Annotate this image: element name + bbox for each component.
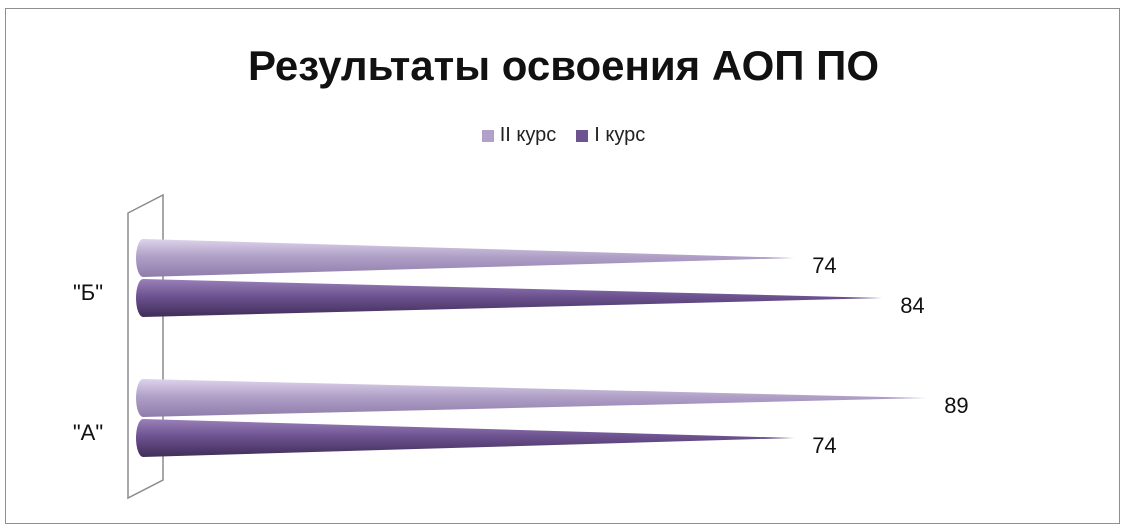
legend-swatch-series-1: [576, 129, 589, 142]
category-label-b: "Б": [73, 280, 103, 305]
value-label-b-series-1: 84: [900, 293, 924, 318]
legend-label-series-2: II курс: [499, 124, 557, 146]
category-label-a: "А": [73, 420, 103, 445]
legend: II курс I курс: [0, 124, 1127, 147]
bar-a-series-1: [136, 419, 795, 457]
bar-b-series-1: [136, 279, 883, 317]
bar-a-series-2: [136, 379, 927, 417]
value-label-a-series-1: 74: [812, 433, 836, 458]
chart-title: Результаты освоения АОП ПО: [247, 42, 880, 89]
legend-item-series-1[interactable]: I курс: [576, 124, 645, 147]
bars-layer: 74 89 84 74: [136, 239, 969, 458]
bar-b-series-2: [136, 239, 795, 277]
legend-swatch-series-2: [481, 129, 494, 142]
value-label-b-series-2: 74: [812, 253, 836, 278]
legend-label-series-1: I курс: [594, 124, 646, 146]
value-label-a-series-2: 89: [944, 393, 968, 418]
legend-item-series-2[interactable]: II курс: [481, 124, 557, 147]
